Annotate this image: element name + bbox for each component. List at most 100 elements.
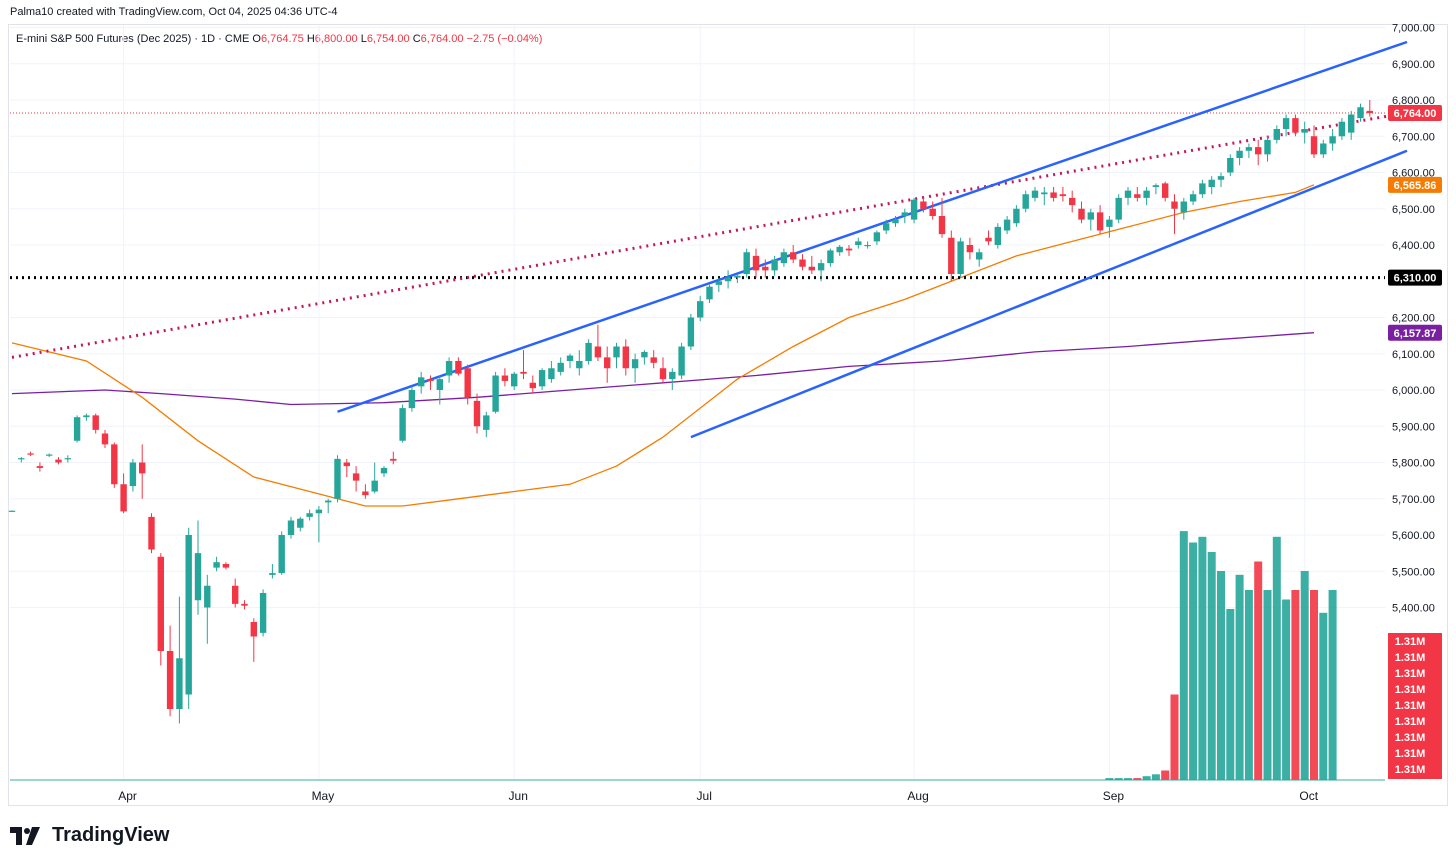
volume-bar <box>1151 774 1160 780</box>
candle-body <box>418 377 425 387</box>
high-label: H <box>306 33 315 45</box>
volume-bar <box>1300 571 1309 780</box>
candle-body <box>827 250 834 264</box>
x-tick-label: Oct <box>1299 789 1318 803</box>
volume-label: 1.31M <box>1395 668 1426 680</box>
change-value: −2.75 (−0.04%) <box>466 33 543 45</box>
candle-body <box>1143 190 1150 198</box>
candle-body <box>920 201 927 209</box>
volume-bar <box>1328 590 1337 780</box>
candle-body <box>473 400 481 427</box>
candle-body <box>101 433 109 445</box>
candle-body <box>687 317 695 347</box>
candle-body <box>669 371 676 380</box>
candle-body <box>948 237 955 274</box>
candle-body <box>315 509 323 514</box>
volume-bar <box>1124 778 1132 780</box>
candle-body <box>64 458 71 460</box>
volume-bar <box>1170 694 1179 780</box>
y-tick-label: 5,400.00 <box>1392 603 1435 615</box>
candle-body <box>1273 129 1280 140</box>
x-tick-label: Aug <box>907 789 928 803</box>
volume-bar <box>1189 542 1198 780</box>
candle-body <box>641 351 648 358</box>
candle-body <box>166 651 174 709</box>
candle-body <box>511 373 518 387</box>
y-tick-label: 6,200.00 <box>1392 313 1435 325</box>
candle-body <box>297 518 304 528</box>
candle-body <box>427 379 434 381</box>
low-label: L <box>360 33 367 45</box>
candle-body <box>715 281 722 285</box>
candle-body <box>1255 147 1262 155</box>
y-tick-label: 6,900.00 <box>1392 59 1435 71</box>
candle-body <box>36 466 44 468</box>
candle-body <box>994 226 1001 245</box>
candle-body <box>120 484 127 512</box>
candle-body <box>269 573 276 575</box>
candle-body <box>1310 136 1318 155</box>
y-tick-label: 6,800.00 <box>1392 95 1435 107</box>
price-label-text: 6,764.00 <box>1394 108 1437 120</box>
candle-body <box>529 382 536 389</box>
candle-body <box>883 223 890 231</box>
candle-body <box>1050 192 1057 198</box>
candle-body <box>1003 219 1011 231</box>
candle-body <box>613 346 620 358</box>
candle-body <box>808 266 815 271</box>
candle-body <box>957 241 964 274</box>
candle-body <box>1096 212 1104 231</box>
volume-label: 1.31M <box>1395 700 1426 712</box>
candle-body <box>18 458 25 460</box>
candle-body <box>1292 118 1299 133</box>
candle-body <box>501 375 509 381</box>
volume-bar <box>1198 536 1207 780</box>
open-value: 6,764.75 <box>260 33 304 45</box>
candle-body <box>548 368 555 380</box>
volume-bar <box>1114 778 1123 780</box>
candle-body <box>780 252 788 264</box>
candle-body <box>306 513 313 517</box>
y-tick-label: 5,600.00 <box>1392 530 1435 542</box>
candle-body <box>845 248 853 251</box>
channel-lower-line <box>690 149 1408 439</box>
candle-body <box>910 199 918 220</box>
candle-body <box>1087 212 1094 220</box>
candle-body <box>966 245 974 253</box>
candle-body <box>352 473 360 481</box>
candle-body <box>1124 190 1132 198</box>
candle-body <box>929 208 936 216</box>
y-tick-label: 5,800.00 <box>1392 458 1435 470</box>
candle-body <box>892 219 899 224</box>
y-tick-label: 5,500.00 <box>1392 566 1435 578</box>
volume-bar <box>1235 574 1244 780</box>
candle-body <box>287 520 295 535</box>
ma200-line <box>11 332 1315 406</box>
candle-body <box>790 252 797 260</box>
candle-body <box>771 259 778 271</box>
candle-body <box>194 553 202 601</box>
candle-body <box>129 462 137 487</box>
candle-body <box>1106 219 1113 227</box>
volume-bar <box>1142 776 1151 780</box>
chart-frame <box>8 24 1448 806</box>
candle-body <box>1078 208 1085 220</box>
candle-body <box>659 368 667 380</box>
candle-body <box>1236 150 1243 158</box>
y-tick-label: 6,000.00 <box>1392 385 1435 397</box>
candle-body <box>55 459 62 463</box>
volume-label-box <box>1388 633 1442 779</box>
candle-body <box>1245 147 1253 151</box>
close-label: C <box>412 33 421 45</box>
volume-label: 1.31M <box>1395 636 1426 648</box>
candle-body <box>622 346 629 369</box>
y-tick-label: 6,700.00 <box>1392 131 1435 143</box>
candle-body <box>1348 114 1355 133</box>
candle-body <box>492 375 499 412</box>
candle-body <box>585 342 592 361</box>
candle-body <box>976 252 983 260</box>
attribution: Palma10 created with TradingView.com, Oc… <box>10 6 338 18</box>
candle-body <box>1264 139 1271 155</box>
volume-bar <box>1310 590 1318 780</box>
